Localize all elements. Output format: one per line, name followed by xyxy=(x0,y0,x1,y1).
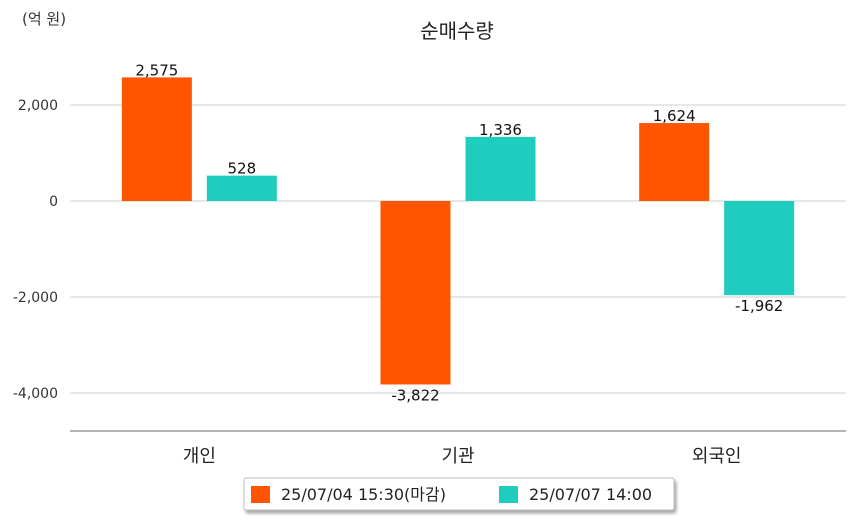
data-label: 528 xyxy=(228,160,257,178)
unit-label: (억 원) xyxy=(22,10,66,28)
data-label: 1,624 xyxy=(653,107,696,125)
data-labels: 2,575 528 -3,822 1,336 1,624 -1,962 xyxy=(135,61,783,404)
bars xyxy=(121,77,795,385)
x-tick-label: 외국인 xyxy=(692,446,742,467)
x-tick-label: 기관 xyxy=(441,446,474,467)
bar[interactable] xyxy=(639,123,710,201)
bar[interactable] xyxy=(121,77,192,201)
bar[interactable] xyxy=(465,136,536,201)
bar[interactable] xyxy=(206,175,277,201)
legend[interactable]: 25/07/04 15:30(마감) 25/07/07 14:00 xyxy=(243,477,675,511)
x-tick-label: 개인 xyxy=(183,446,216,467)
chart-title: 순매수량 xyxy=(420,19,494,43)
legend-label[interactable]: 25/07/04 15:30(마감) xyxy=(281,485,446,504)
legend-label[interactable]: 25/07/07 14:00 xyxy=(529,485,652,504)
data-label: -3,822 xyxy=(391,386,439,404)
y-tick-label: -4,000 xyxy=(13,386,58,402)
y-tick-label: -2,000 xyxy=(13,290,58,306)
y-tick-label: 0 xyxy=(49,194,58,210)
legend-swatch[interactable] xyxy=(499,486,518,503)
bar[interactable] xyxy=(380,201,451,385)
legend-swatch[interactable] xyxy=(251,486,270,503)
bar[interactable] xyxy=(724,201,795,296)
axes: 2,000 0 -2,000 -4,000 개인 기관 외국인 xyxy=(13,98,846,467)
y-tick-label: 2,000 xyxy=(18,98,58,114)
gridlines xyxy=(70,104,846,394)
data-label: 1,336 xyxy=(479,121,522,139)
legend-box xyxy=(243,477,675,511)
data-label: 2,575 xyxy=(135,61,178,79)
data-label: -1,962 xyxy=(735,297,783,315)
